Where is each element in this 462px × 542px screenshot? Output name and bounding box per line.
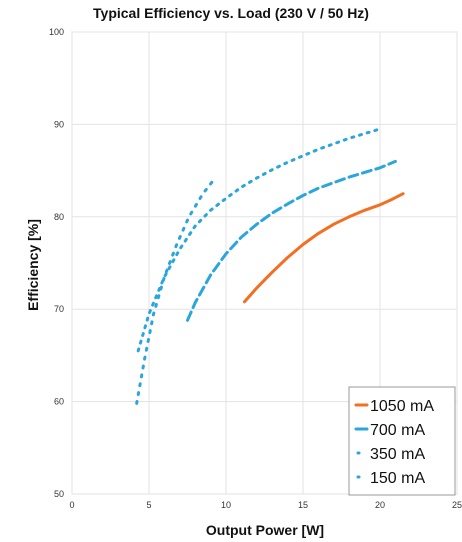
legend: 1050 mA 700 mA 350 mA 150 mA [348,386,456,496]
series-line-700-ma [186,159,397,322]
legend-label: 150 mA [370,470,425,487]
x-tick-label: 10 [221,500,231,510]
legend-label: 350 mA [370,446,425,463]
x-tick-label: 25 [452,500,462,510]
x-tick-label: 5 [146,500,151,510]
x-tick-label: 0 [69,500,74,510]
y-tick-label: 50 [54,489,64,499]
y-tick-label: 70 [54,304,64,314]
y-axis-label: Efficiency [%] [25,219,41,311]
y-tick-label: 60 [54,397,64,407]
y-tick-label: 90 [54,119,64,129]
x-tick-label: 15 [298,500,308,510]
y-tick-label: 80 [54,212,64,222]
series-lines [135,127,405,405]
x-axis-label: Output Power [W] [206,522,324,538]
chart-title: Typical Efficiency vs. Load (230 V / 50 … [93,5,369,21]
series-line-1050-ma [243,192,405,304]
x-tick-label: 20 [375,500,385,510]
legend-label: 700 mA [370,422,425,439]
tick-labels: 0 5 10 15 20 25 50 60 70 80 90 100 [49,27,462,510]
series-line-150-ma [135,176,217,405]
legend-label: 1050 mA [370,398,434,415]
series-line-350-ma [136,127,382,353]
y-tick-label: 100 [49,27,64,37]
